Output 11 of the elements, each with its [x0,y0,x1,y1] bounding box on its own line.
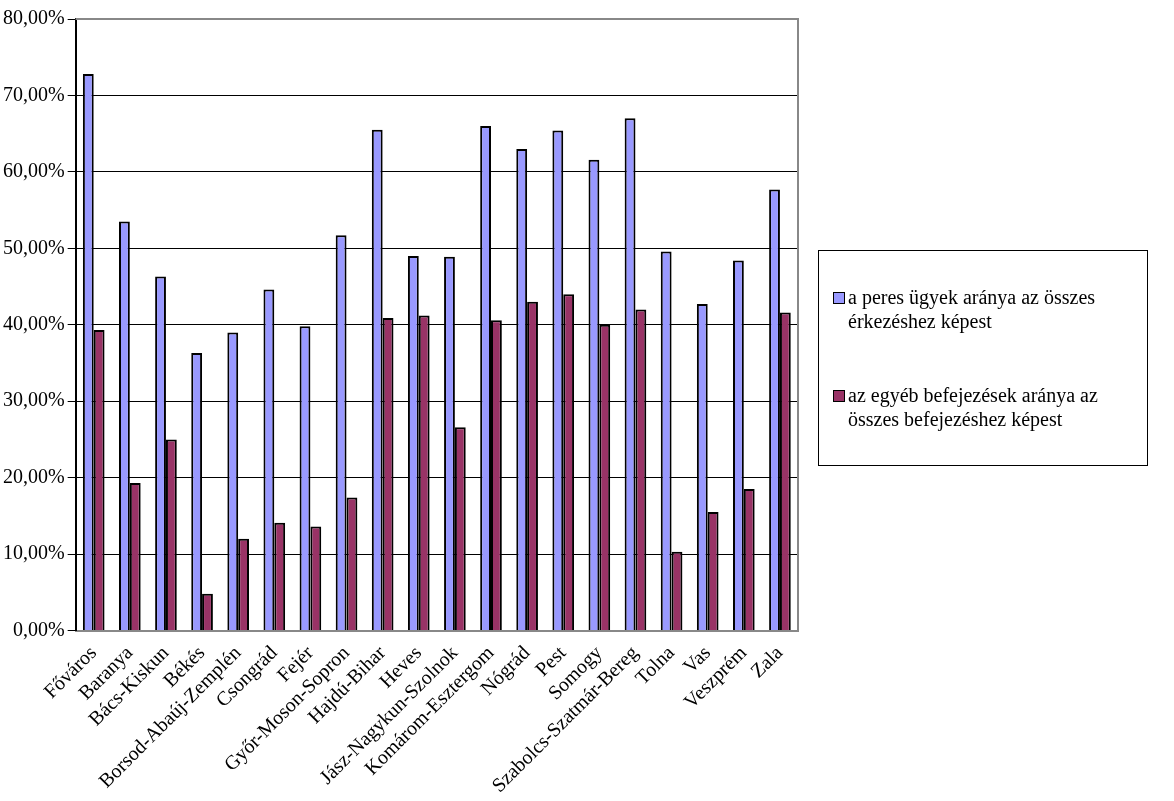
legend-label: a peres ügyek aránya az összes érkezéshez képest [848,285,1097,333]
y-tick-label: 30,00% [2,388,65,411]
y-tick-label: 60,00% [2,159,65,182]
y-tick-label: 40,00% [2,312,65,335]
legend-label: az egyéb befejezések aránya az összes befejezéshez képest [848,383,1099,431]
y-tick-label: 0,00% [12,617,65,640]
y-tick-label: 70,00% [2,82,65,105]
y-tick-label: 10,00% [2,541,65,564]
y-tick-label: 20,00% [2,464,65,487]
y-tick-label: 50,00% [2,235,65,258]
y-tick-label: 80,00% [2,6,65,29]
